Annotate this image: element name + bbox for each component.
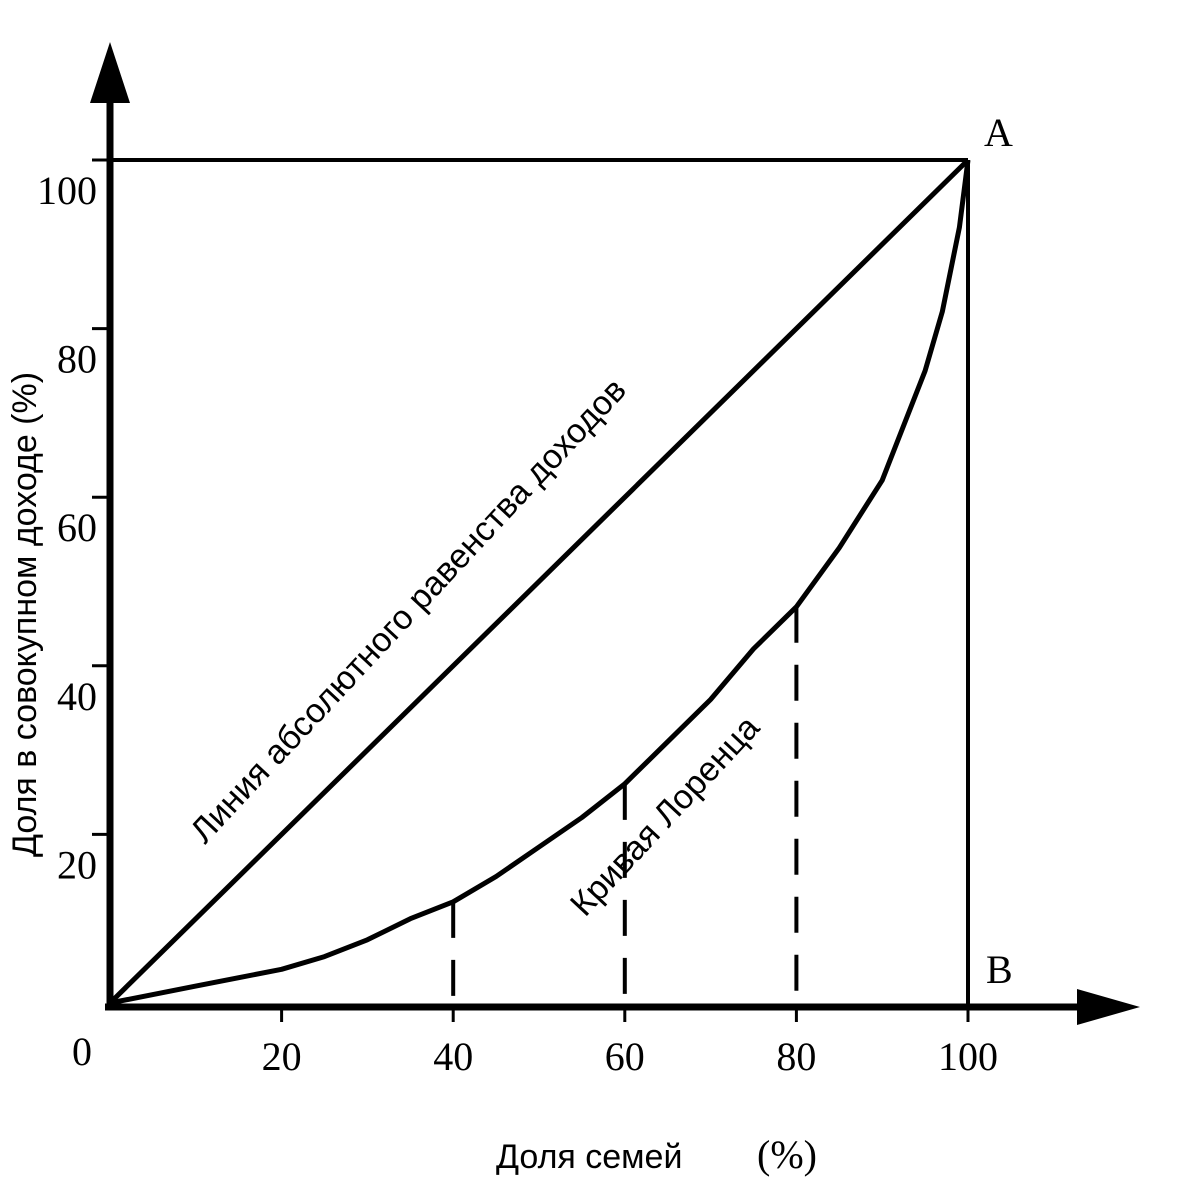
y-tick-label-100: 100 xyxy=(37,168,97,213)
axis-ticks xyxy=(92,158,970,1022)
point-label-A: A xyxy=(984,110,1013,155)
tick-labels: 0 20 40 60 80 100 20 40 60 80 100 xyxy=(37,168,998,1079)
x-axis-unit: (%) xyxy=(757,1132,817,1177)
point-labels: AB xyxy=(984,110,1013,992)
x-tick-label-80: 80 xyxy=(776,1034,816,1079)
x-tick-label-100: 100 xyxy=(938,1034,998,1079)
x-axis-title: Доля семей xyxy=(496,1138,682,1176)
dashed-guides xyxy=(451,606,799,1005)
x-axis-arrow xyxy=(1077,989,1140,1025)
origin-label: 0 xyxy=(72,1029,92,1074)
lorenz-curve-line xyxy=(109,159,971,1006)
equality-line-label: Линия абсолютного равенства доходов xyxy=(183,371,634,850)
y-tick-label-40: 40 xyxy=(57,674,97,719)
y-tick-label-20: 20 xyxy=(57,842,97,887)
equality-line xyxy=(108,158,970,1005)
point-label-B: B xyxy=(986,947,1013,992)
y-tick-label-80: 80 xyxy=(57,337,97,382)
x-tick-label-40: 40 xyxy=(433,1034,473,1079)
series-lines xyxy=(108,158,971,1006)
x-tick-label-20: 20 xyxy=(262,1034,302,1079)
y-tick-label-60: 60 xyxy=(57,505,97,550)
x-tick-label-60: 60 xyxy=(605,1034,645,1079)
y-axis-arrow xyxy=(90,42,130,103)
box-frame xyxy=(110,158,970,1007)
y-axis-title: Доля в совокупном доходе (%) xyxy=(6,372,44,857)
